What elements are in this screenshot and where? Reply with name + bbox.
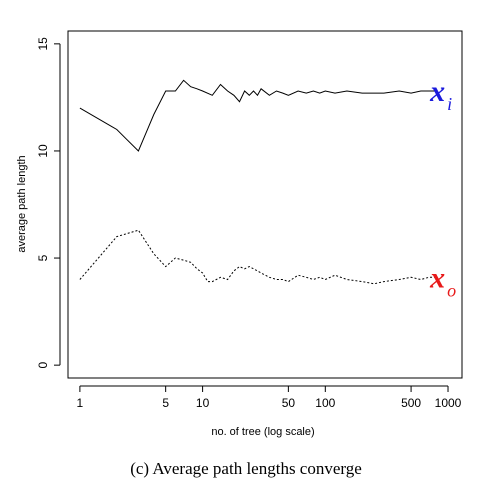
- series-labels: x i x o: [429, 75, 456, 300]
- y-axis-label: average path length: [16, 155, 28, 252]
- y-tick-label: 10: [36, 144, 50, 158]
- y-tick-label: 15: [36, 37, 50, 51]
- x-tick-label: 50: [282, 396, 296, 410]
- x-tick-label: 1: [77, 396, 84, 410]
- x-tick-label: 5: [162, 396, 169, 410]
- series-line-xo: [79, 229, 437, 285]
- plot-area: [79, 79, 437, 285]
- series-line-xi: [79, 79, 437, 152]
- y-tick-label: 5: [36, 254, 50, 261]
- x-tick-label: 1000: [435, 396, 462, 410]
- y-tick-label: 0: [36, 361, 50, 368]
- plot-frame: [67, 30, 463, 379]
- figure-caption: (c) Average path lengths converge: [130, 459, 362, 478]
- x-tick-label: 10: [196, 396, 210, 410]
- x-tick-label: 500: [401, 396, 421, 410]
- x-tick-label: 100: [315, 396, 335, 410]
- x-axis-label: no. of tree (log scale): [211, 426, 314, 438]
